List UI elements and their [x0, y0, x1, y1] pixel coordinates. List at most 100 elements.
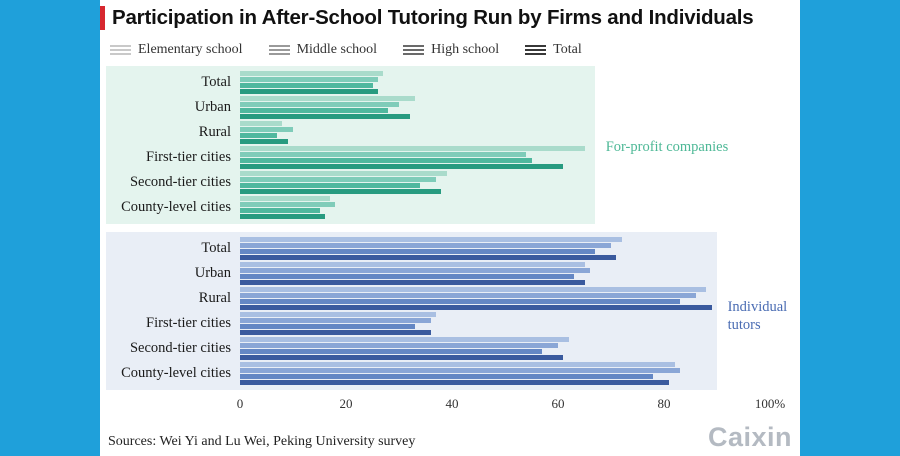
- category-row: First-tier cities: [106, 311, 717, 336]
- category-row: Second-tier cities: [106, 336, 717, 361]
- bar-group: [240, 312, 437, 335]
- chart-card: Participation in After-School Tutoring R…: [100, 0, 800, 456]
- bar-group: [240, 121, 293, 144]
- category-label: Total: [201, 240, 231, 256]
- bar-group: [240, 237, 622, 260]
- bar-elementary-school: [240, 262, 585, 267]
- category-label: Urban: [194, 99, 231, 115]
- category-label: County-level cities: [121, 365, 231, 381]
- bar-middle-school: [240, 102, 399, 107]
- bar-elementary-school: [240, 312, 437, 317]
- legend-swatch: [525, 45, 547, 55]
- bar-group: [240, 71, 384, 94]
- panel-individual-tutors: Total Urban Rural First-tier cities Second-t…: [106, 232, 717, 390]
- bar-group: [240, 96, 415, 119]
- bar-elementary-school: [240, 121, 283, 126]
- legend-swatch: [268, 45, 290, 55]
- category-label: County-level cities: [121, 199, 231, 215]
- category-row: County-level cities: [106, 361, 717, 386]
- bar-middle-school: [240, 318, 431, 323]
- caixin-logo: Caixin: [707, 422, 792, 452]
- bar-high-school: [240, 208, 320, 213]
- title-accent-bar: [100, 6, 105, 30]
- bar-middle-school: [240, 127, 293, 132]
- x-tick-label: 60: [551, 396, 565, 411]
- legend-swatch: [403, 45, 425, 55]
- bar-total: [240, 164, 564, 169]
- panel-label: Individual tutors: [727, 299, 788, 334]
- bar-high-school: [240, 249, 596, 254]
- x-tick-label: 80: [657, 396, 671, 411]
- bar-high-school: [240, 299, 680, 304]
- bar-group: [240, 362, 680, 385]
- bar-total: [240, 139, 288, 144]
- category-label: First-tier cities: [146, 315, 231, 331]
- legend-item: Elementary school: [110, 42, 243, 58]
- bar-group: [240, 337, 569, 360]
- category-label: Total: [201, 74, 231, 90]
- legend-label: Middle school: [296, 42, 378, 57]
- bar-elementary-school: [240, 287, 707, 292]
- category-label: Second-tier cities: [129, 174, 231, 190]
- bar-middle-school: [240, 368, 680, 373]
- bar-total: [240, 89, 378, 94]
- category-label: First-tier cities: [146, 149, 231, 165]
- bar-high-school: [240, 158, 532, 163]
- bar-middle-school: [240, 293, 696, 298]
- bar-group: [240, 146, 585, 169]
- bar-middle-school: [240, 243, 611, 248]
- category-row: Urban: [106, 95, 595, 120]
- category-row: Rural: [106, 120, 595, 145]
- category-label: Second-tier cities: [129, 340, 231, 356]
- chart-area: Total Urban Rural First-tier cities Second-t…: [106, 66, 796, 396]
- title-row: Participation in After-School Tutoring R…: [100, 6, 754, 30]
- bar-group: [240, 196, 336, 219]
- bar-group: [240, 171, 447, 194]
- bar-high-school: [240, 108, 389, 113]
- category-row: Rural: [106, 286, 717, 311]
- bar-group: [240, 262, 590, 285]
- category-row: Total: [106, 70, 595, 95]
- source-note: Sources: Wei Yi and Lu Wei, Peking Unive…: [108, 434, 416, 449]
- bar-elementary-school: [240, 96, 415, 101]
- bar-total: [240, 380, 670, 385]
- x-tick-label: 40: [445, 396, 459, 411]
- category-row: Second-tier cities: [106, 170, 595, 195]
- bar-total: [240, 330, 431, 335]
- legend-item: High school: [403, 42, 499, 58]
- category-row: County-level cities: [106, 195, 595, 220]
- bar-total: [240, 114, 410, 119]
- category-label: Rural: [198, 124, 231, 140]
- bar-total: [240, 214, 325, 219]
- panel-for-profit-companies: Total Urban Rural First-tier cities Second-t…: [106, 66, 596, 224]
- bar-middle-school: [240, 152, 527, 157]
- bar-total: [240, 255, 617, 260]
- bar-high-school: [240, 274, 574, 279]
- x-tick-label: 20: [339, 396, 353, 411]
- bar-middle-school: [240, 202, 336, 207]
- bar-high-school: [240, 83, 373, 88]
- bar-elementary-school: [240, 71, 384, 76]
- bar-middle-school: [240, 77, 378, 82]
- bar-total: [240, 189, 442, 194]
- bar-elementary-school: [240, 362, 675, 367]
- bar-high-school: [240, 183, 421, 188]
- legend-label: Elementary school: [138, 42, 243, 57]
- bar-total: [240, 305, 712, 310]
- legend-item: Middle school: [268, 42, 378, 58]
- bar-middle-school: [240, 343, 558, 348]
- bar-high-school: [240, 133, 278, 138]
- category-row: Urban: [106, 261, 717, 286]
- bar-high-school: [240, 349, 543, 354]
- bar-high-school: [240, 324, 415, 329]
- bar-total: [240, 280, 585, 285]
- bar-middle-school: [240, 268, 590, 273]
- legend-swatch: [110, 45, 131, 55]
- category-label: Rural: [198, 290, 231, 306]
- bar-elementary-school: [240, 171, 447, 176]
- bar-group: [240, 287, 712, 310]
- legend-label: High school: [431, 42, 500, 57]
- x-axis: 0 20 40 60 80 100%: [100, 396, 800, 414]
- bar-elementary-school: [240, 146, 585, 151]
